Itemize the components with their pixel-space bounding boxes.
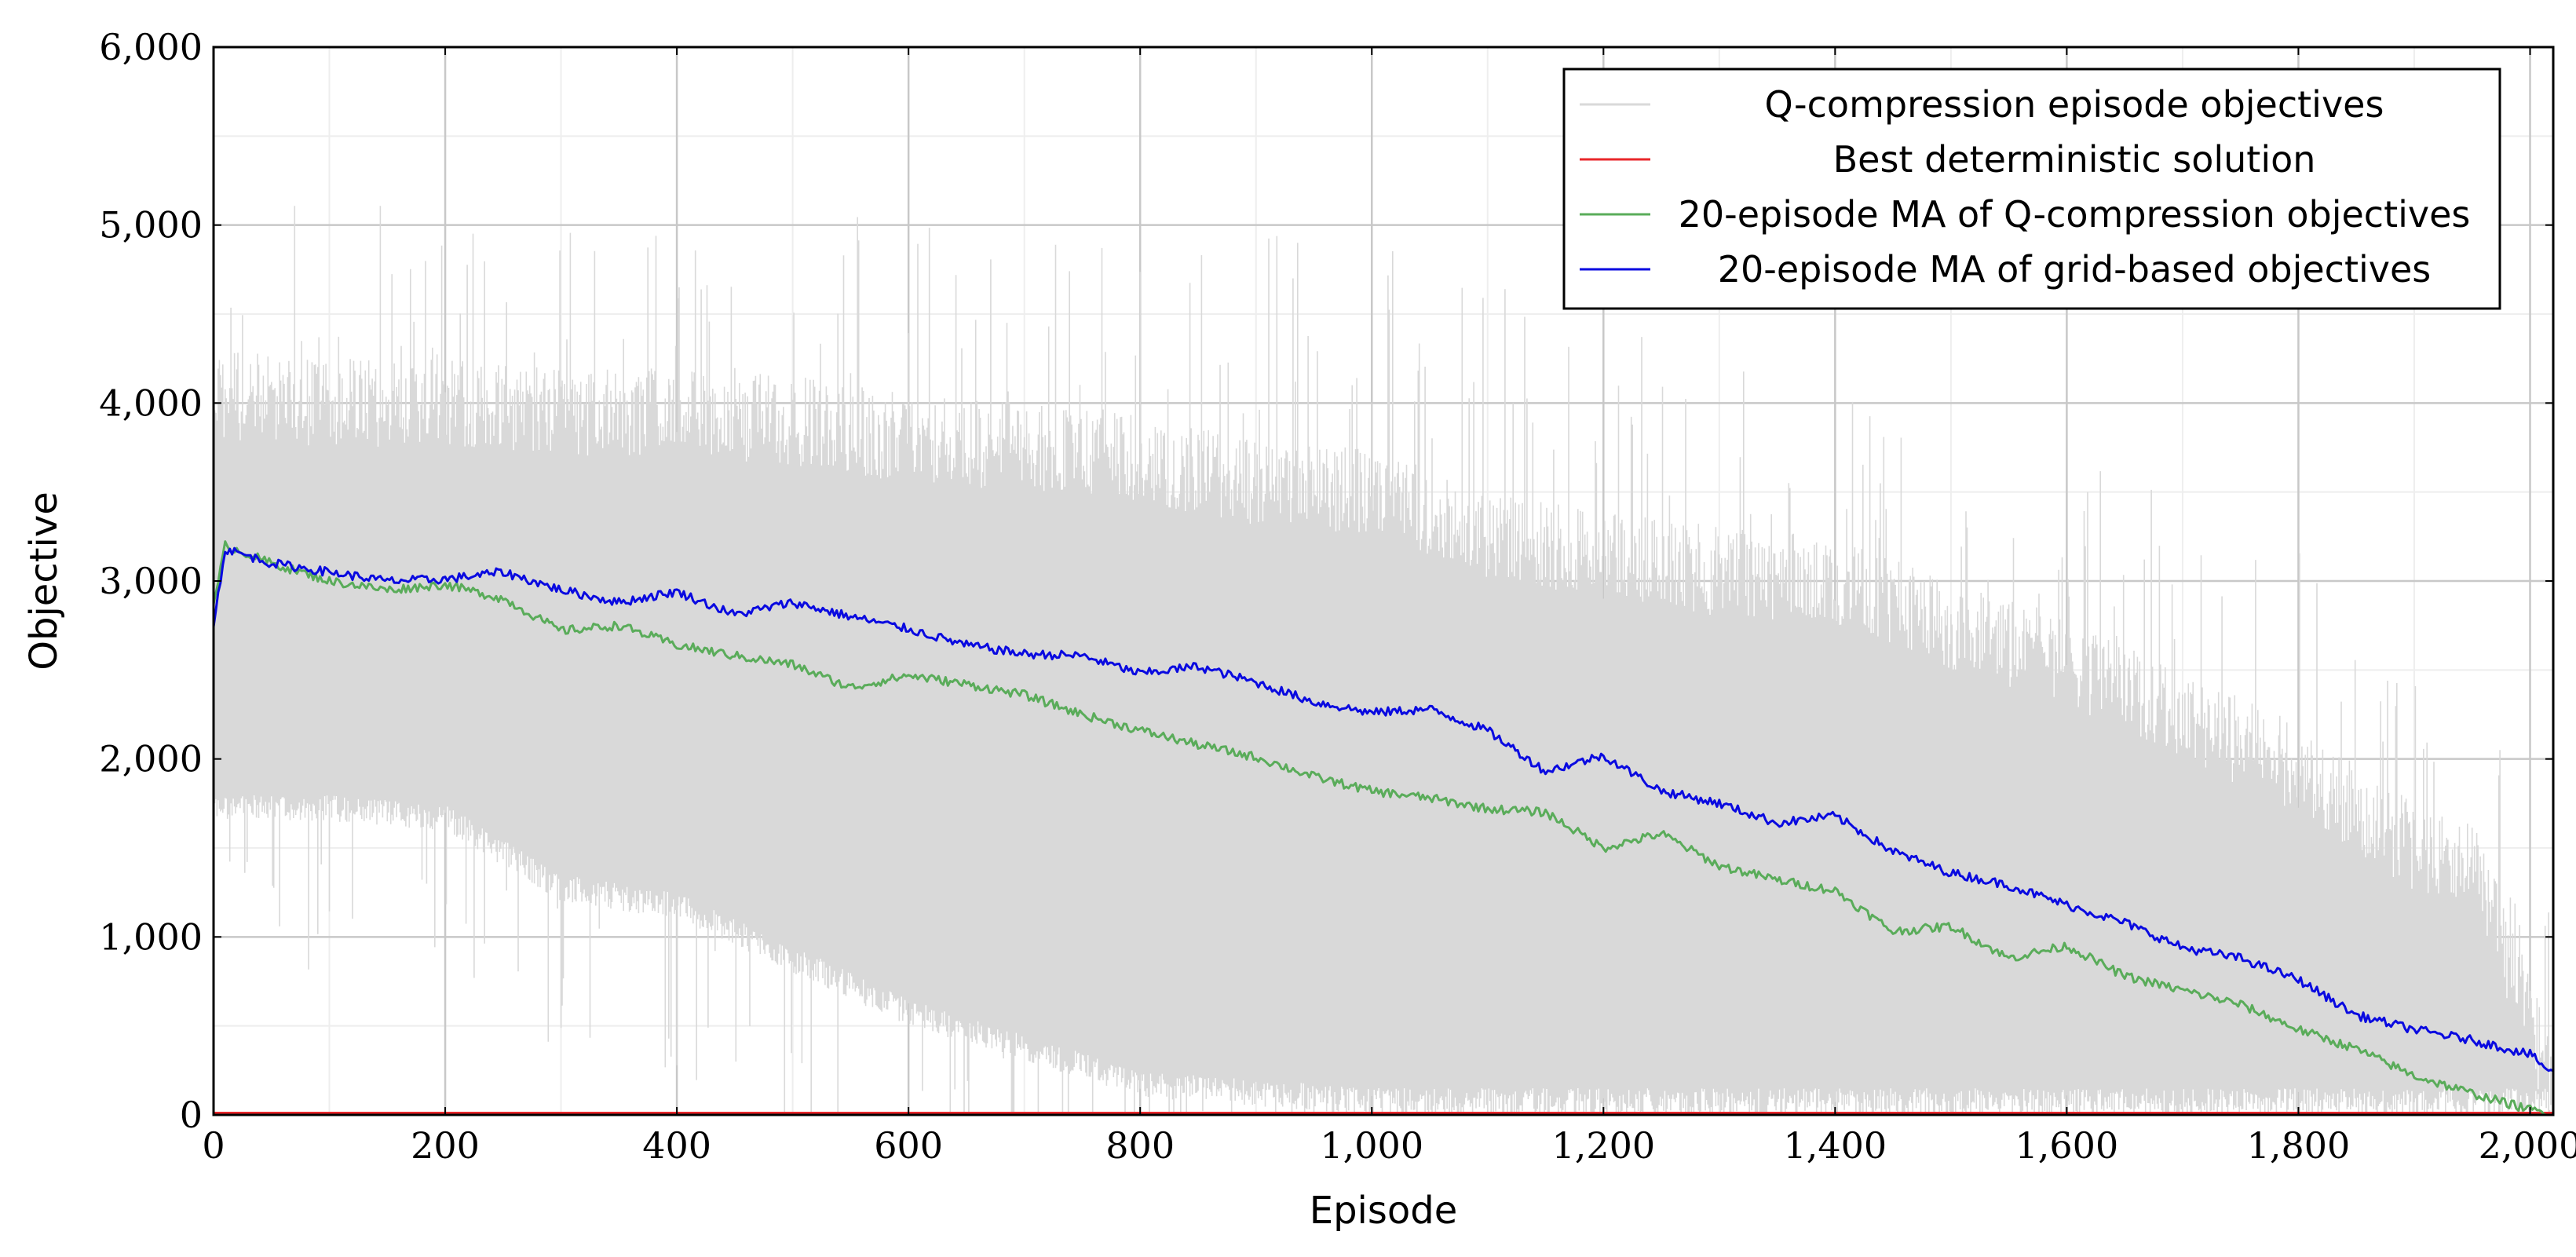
- y-tick-label: 6,000: [99, 26, 203, 68]
- y-tick-label: 5,000: [99, 204, 203, 247]
- series-lines: [212, 540, 2554, 1116]
- x-tick-label: 1,400: [1783, 1124, 1887, 1167]
- q-compression-band: [213, 206, 2554, 1115]
- series-ma-grid-based: [212, 546, 2554, 1072]
- series-q-compression-objectives: [213, 206, 2554, 1115]
- y-tick-label: 1,000: [99, 915, 203, 958]
- legend: Q-compression episode objectives Best det…: [1562, 68, 2501, 310]
- y-axis-title: Objective: [22, 491, 66, 671]
- axis-ticks: 0 200 400 600 800 1,000 1,200 1,400 1,600 1,800 2,…: [99, 26, 2576, 1167]
- x-tick-label: 600: [874, 1124, 943, 1167]
- x-tick-label: 1,000: [1320, 1124, 1423, 1167]
- legend-label: Best deterministic solution: [1833, 138, 2316, 181]
- legend-label: 20-episode MA of grid-based objectives: [1718, 248, 2432, 290]
- series-ma-q-compression: [212, 540, 2553, 1116]
- y-tick-label: 3,000: [99, 560, 203, 602]
- x-tick-label: 0: [202, 1124, 225, 1167]
- x-tick-label: 1,600: [2015, 1124, 2119, 1167]
- legend-label: Q-compression episode objectives: [1765, 83, 2384, 126]
- x-axis-title: Episode: [1310, 1189, 1458, 1233]
- y-tick-label: 0: [180, 1094, 203, 1136]
- x-tick-label: 800: [1105, 1124, 1175, 1167]
- x-tick-label: 400: [642, 1124, 711, 1167]
- x-tick-label: 2,000: [2479, 1124, 2576, 1167]
- legend-label: 20-episode MA of Q-compression objective…: [1679, 193, 2471, 236]
- x-tick-label: 200: [411, 1124, 480, 1167]
- y-tick-label: 2,000: [99, 738, 203, 780]
- x-tick-label: 1,800: [2247, 1124, 2351, 1167]
- y-tick-label: 4,000: [99, 382, 203, 424]
- legend-box: [1562, 68, 2501, 310]
- x-tick-label: 1,200: [1551, 1124, 1655, 1167]
